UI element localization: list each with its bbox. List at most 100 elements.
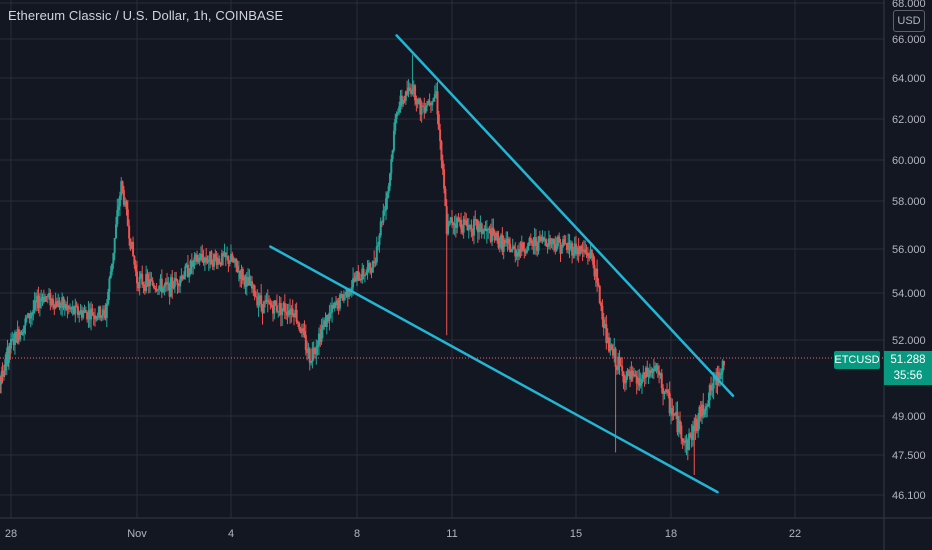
- candle-body: [529, 238, 532, 241]
- candle-body: [568, 242, 571, 250]
- candle-body: [449, 217, 452, 222]
- candle-body: [399, 95, 402, 107]
- candle-body: [419, 98, 422, 115]
- trendline-upper[interactable]: [395, 34, 735, 397]
- candle-body: [385, 198, 388, 211]
- candle-body: [582, 249, 585, 251]
- candle-body: [427, 100, 430, 106]
- candle-body: [79, 310, 82, 314]
- candle-body: [437, 114, 440, 130]
- candle-body: [167, 283, 170, 285]
- candle-body: [112, 253, 115, 264]
- candle-body: [617, 356, 620, 371]
- candle-body: [392, 130, 395, 151]
- candle-body: [492, 227, 495, 235]
- candle-body: [359, 278, 362, 281]
- candle-body: [656, 365, 659, 371]
- candle-body: [584, 249, 587, 253]
- candle-body: [7, 353, 10, 364]
- candle-body: [412, 85, 415, 91]
- candle-body: [547, 238, 550, 247]
- candle-body: [660, 373, 663, 389]
- candle-body: [20, 332, 23, 335]
- candle-body: [640, 379, 643, 384]
- candle-body: [400, 95, 403, 105]
- candle-body: [46, 296, 49, 298]
- candle-body: [633, 374, 636, 376]
- candle-body: [24, 318, 27, 326]
- candle-body: [563, 239, 566, 245]
- candle-body: [549, 238, 552, 245]
- candle-body: [435, 91, 438, 95]
- candle-body: [707, 400, 710, 406]
- candle-body: [0, 381, 3, 385]
- candle-body: [315, 347, 318, 355]
- candle-body: [291, 308, 294, 315]
- candle-body: [466, 224, 469, 231]
- candle-body: [233, 258, 236, 262]
- x-tick-label: 18: [665, 528, 677, 540]
- candle-body: [222, 253, 225, 257]
- candle-body: [80, 310, 83, 318]
- candle-body: [61, 297, 64, 306]
- candle-body: [525, 250, 528, 253]
- candle-body: [38, 301, 41, 308]
- candle-body: [362, 268, 365, 277]
- candle-body: [444, 188, 447, 207]
- candle-body: [169, 277, 172, 297]
- candle-body: [152, 285, 155, 288]
- candle-body: [132, 241, 135, 256]
- candle-body: [240, 269, 243, 279]
- candle-body: [129, 238, 132, 250]
- candle-body: [287, 310, 290, 316]
- candle-body: [241, 269, 244, 281]
- candle-body: [685, 439, 688, 443]
- candle-body: [688, 433, 691, 450]
- candle-body: [302, 328, 305, 332]
- candle-body: [350, 287, 353, 290]
- candle-body: [192, 260, 195, 267]
- candle-body: [719, 374, 722, 379]
- candle-body: [147, 279, 150, 287]
- candle-body: [258, 295, 261, 302]
- candle-body: [19, 332, 22, 340]
- candle-body: [34, 300, 37, 303]
- candle-body: [635, 376, 638, 384]
- candle-body: [117, 206, 120, 211]
- candle-body: [279, 303, 282, 316]
- candle-body: [223, 252, 226, 257]
- candle-body: [346, 289, 349, 297]
- candle-body: [219, 262, 222, 265]
- candle-body: [615, 366, 618, 371]
- x-tick-label: 11: [446, 528, 457, 540]
- candle-body: [84, 309, 87, 313]
- candle-body: [644, 367, 647, 378]
- candle-body: [262, 301, 265, 314]
- candle-body: [29, 315, 32, 319]
- candle-body: [314, 352, 316, 355]
- candle-body: [465, 220, 468, 225]
- candle-body: [402, 100, 405, 105]
- currency-label[interactable]: USD: [893, 10, 925, 32]
- candle-body: [602, 319, 605, 328]
- symbol-tag: ETCUSD: [834, 351, 880, 369]
- candle-body: [54, 301, 57, 309]
- candle-body: [58, 300, 61, 308]
- candle-body: [680, 425, 683, 439]
- candle-body: [370, 270, 373, 273]
- candle-body: [691, 425, 694, 441]
- candle-body: [578, 246, 581, 255]
- candle-body: [378, 235, 381, 245]
- candle-body: [662, 388, 665, 394]
- candle-body: [496, 232, 499, 236]
- trendlines-layer[interactable]: [269, 34, 735, 494]
- candle-body: [316, 345, 319, 348]
- trendline-lower[interactable]: [269, 245, 719, 494]
- candle-body: [461, 228, 464, 233]
- candle-body: [421, 105, 424, 107]
- candle-body: [91, 308, 94, 316]
- candle-body: [175, 278, 178, 281]
- candle-body: [256, 296, 259, 306]
- candle-body: [507, 239, 510, 244]
